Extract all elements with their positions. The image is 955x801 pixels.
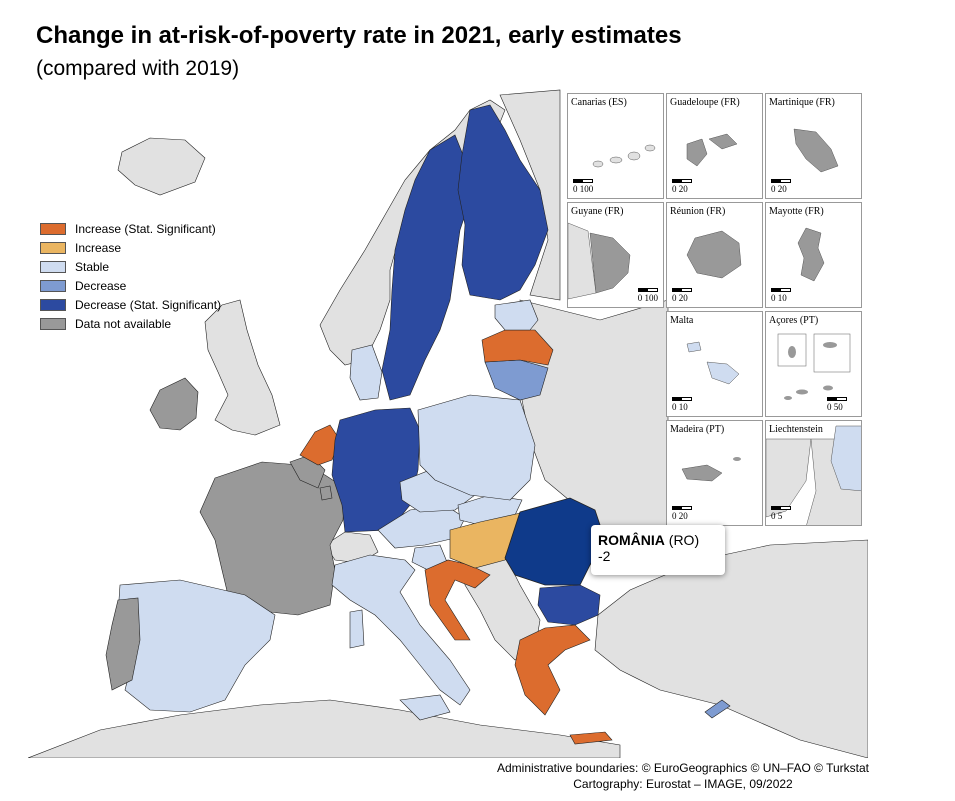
inset-map [592, 144, 656, 168]
country-portugal [105, 597, 141, 691]
inset-scale: 0 10 [672, 397, 692, 412]
legend-label: Decrease [75, 278, 127, 293]
inset-canarias: Canarias (ES) 0 100 [567, 93, 664, 199]
country-greece [514, 624, 591, 716]
map-subtitle: (compared with 2019) [36, 57, 240, 80]
inset-liechtenstein: Liechtenstein 0 5 [765, 420, 862, 526]
inset-label: Guadeloupe (FR) [670, 97, 740, 108]
inset-label: Malta [670, 315, 694, 326]
inset-map [681, 457, 741, 482]
legend-swatch [40, 222, 66, 235]
inset-label: Açores (PT) [769, 315, 819, 326]
inset-martinique: Martinique (FR) 0 20 [765, 93, 862, 199]
inset-map [686, 230, 742, 279]
landmass-north-africa [28, 699, 621, 758]
landmass-iceland [117, 137, 206, 196]
landmass-uk [204, 299, 281, 436]
inset-scale: 0 50 [827, 397, 847, 412]
inset-scale: 0 20 [672, 179, 692, 194]
credits-boundaries: Administrative boundaries: © EuroGeograp… [496, 761, 869, 775]
legend-swatch [40, 279, 66, 292]
legend-swatch [40, 241, 66, 254]
inset-map [686, 341, 740, 385]
inset-scale: 0 20 [672, 288, 692, 303]
legend-swatch [40, 317, 66, 330]
inset-map [777, 333, 851, 400]
inset-reunion: Réunion (FR) 0 20 [666, 202, 763, 308]
inset-scale: 0 100 [637, 288, 658, 303]
tooltip-code: (RO) [668, 532, 700, 548]
country-greece-crete [569, 731, 613, 745]
inset-mayotte: Mayotte (FR) 0 10 [765, 202, 862, 308]
map-title: Change in at-risk-of-poverty rate in 202… [36, 22, 682, 49]
inset-map [766, 425, 861, 525]
legend-item: Increase (Stat. Significant) [40, 219, 221, 238]
map-credits: Administrative boundaries: © EuroGeograp… [497, 760, 869, 792]
inset-map [568, 222, 631, 300]
country-tooltip: ROMÂNIA (RO) -2 [591, 525, 725, 575]
inset-label: Réunion (FR) [670, 206, 726, 217]
inset-map [686, 133, 738, 167]
tooltip-heading: ROMÂNIA (RO) [598, 532, 725, 548]
tooltip-value: -2 [598, 548, 611, 564]
legend-item: Decrease (Stat. Significant) [40, 295, 221, 314]
country-estonia [494, 299, 539, 331]
country-romania [504, 497, 606, 586]
inset-label: Mayotte (FR) [769, 206, 824, 217]
inset-map [797, 227, 825, 282]
inset-guyane: Guyane (FR) 0 100 [567, 202, 664, 308]
inset-label: Guyane (FR) [571, 206, 624, 217]
inset-malta: Malta 0 10 [666, 311, 763, 417]
inset-scale: 0 20 [672, 506, 692, 521]
country-luxembourg [319, 485, 333, 501]
inset-scale: 0 100 [573, 179, 593, 194]
legend-item: Decrease [40, 276, 221, 295]
inset-label: Canarias (ES) [571, 97, 627, 108]
landmass-russia-north [499, 89, 561, 301]
inset-guadeloupe: Guadeloupe (FR) 0 20 [666, 93, 763, 199]
inset-madeira: Madeira (PT) 0 20 [666, 420, 763, 526]
legend-label: Increase (Stat. Significant) [75, 221, 216, 236]
country-finland [457, 104, 549, 301]
legend-item: Stable [40, 257, 221, 276]
inset-label: Madeira (PT) [670, 424, 725, 435]
legend-item: Data not available [40, 314, 221, 333]
legend-item: Increase [40, 238, 221, 257]
country-bulgaria [537, 584, 601, 626]
country-italy [331, 554, 471, 706]
inset-label: Martinique (FR) [769, 97, 835, 108]
country-poland [417, 394, 536, 501]
credits-cartography: Cartography: Eurostat – IMAGE, 09/2022 [573, 777, 793, 791]
country-denmark [349, 344, 383, 401]
map-legend: Increase (Stat. Significant) Increase St… [40, 219, 221, 333]
inset-label: Liechtenstein [769, 424, 823, 435]
country-ireland [149, 377, 199, 431]
legend-label: Data not available [75, 316, 172, 331]
legend-label: Decrease (Stat. Significant) [75, 297, 222, 312]
inset-map [793, 128, 839, 173]
country-cyprus [704, 699, 731, 719]
legend-swatch [40, 260, 66, 273]
inset-scale: 0 5 [771, 506, 791, 521]
legend-label: Stable [75, 259, 110, 274]
country-italy-sardinia [349, 609, 365, 649]
inset-scale: 0 10 [771, 288, 791, 303]
inset-acores: Açores (PT) 0 50 [765, 311, 862, 417]
tooltip-country: ROMÂNIA [598, 532, 665, 548]
legend-label: Increase [75, 240, 122, 255]
legend-swatch [40, 298, 66, 311]
country-italy-sicily [399, 694, 451, 721]
inset-scale: 0 20 [771, 179, 791, 194]
